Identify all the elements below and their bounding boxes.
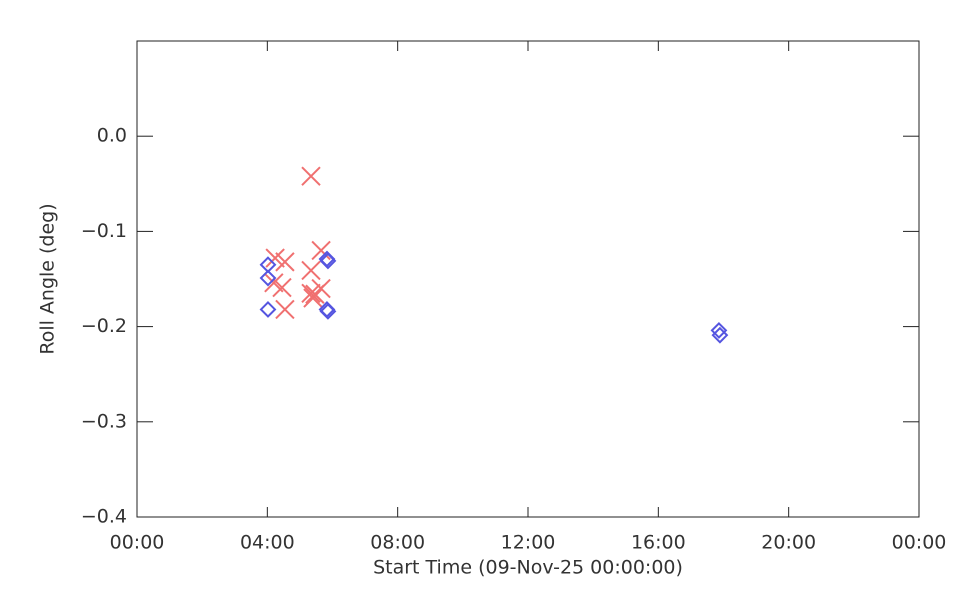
x-axis-title: Start Time (09-Nov-25 00:00:00) (373, 557, 683, 579)
point (710, 321, 728, 339)
y-tick-label: −0.4 (81, 506, 127, 528)
point (259, 269, 277, 287)
y-axis-title: Roll Angle (deg) (37, 203, 59, 354)
point (301, 260, 321, 281)
point (301, 166, 321, 186)
x-tick-label: 04:00 (240, 532, 295, 554)
plot-frame (136, 40, 920, 518)
point (305, 284, 325, 304)
point (711, 326, 729, 344)
x-tick-label: 00:00 (892, 532, 947, 554)
point (319, 302, 337, 320)
point (301, 283, 321, 303)
point (259, 301, 277, 318)
x-tick-label: 16:00 (631, 532, 686, 554)
x-tick-label: 00:00 (110, 532, 165, 554)
x-tick-label: 08:00 (370, 532, 425, 554)
y-tick-label: −0.3 (81, 410, 127, 432)
y-tick-label: −0.1 (81, 220, 127, 242)
x-tick-label: 12:00 (501, 532, 556, 554)
x-tick-label: 20:00 (761, 532, 816, 554)
point (275, 252, 295, 272)
y-tick-label: −0.2 (81, 315, 127, 337)
point (272, 277, 292, 298)
point (319, 252, 337, 270)
point (275, 299, 295, 320)
point (311, 240, 331, 261)
y-tick-label: 0.0 (97, 125, 127, 147)
point (265, 248, 285, 268)
